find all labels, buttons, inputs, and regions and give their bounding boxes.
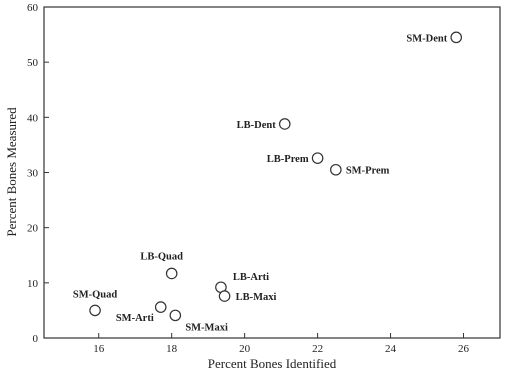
data-point-sm-maxi: [169, 309, 182, 322]
point-label: SM-Quad: [73, 289, 118, 300]
data-point-sm-arti: [154, 301, 167, 313]
point-label: SM-Maxi: [185, 322, 228, 333]
y-tick-label: 30: [27, 168, 39, 180]
y-axis: 0 10 20 30 40 50 60: [27, 2, 49, 345]
x-tick-label: 26: [458, 343, 470, 355]
y-tick-label: 10: [27, 278, 39, 290]
data-point-sm-prem: [330, 163, 342, 176]
y-tick-label: 0: [33, 333, 39, 345]
point-label: LB-Arti: [233, 272, 269, 283]
x-axis-title: Percent Bones Identified: [208, 356, 337, 371]
point-label: SM-Dent: [406, 33, 447, 44]
data-point-lb-dent: [278, 118, 291, 130]
y-tick-label: 20: [27, 223, 39, 235]
x-tick-label: 16: [93, 343, 105, 355]
point-label: LB-Quad: [140, 251, 183, 262]
point-label: LB-Prem: [267, 154, 309, 165]
data-point-sm-quad: [89, 304, 101, 317]
y-tick-label: 40: [27, 112, 39, 124]
x-tick-label: 22: [312, 343, 323, 355]
x-axis: 16 18 20 22 24 26: [93, 333, 470, 355]
data-point-lb-maxi: [218, 290, 231, 302]
data-points: SM-Dent LB-Dent LB-Prem SM-Prem LB-Quad LB-Ar…: [73, 31, 463, 333]
data-point-sm-dent: [450, 31, 463, 44]
point-label: SM-Prem: [346, 166, 390, 177]
plot-frame: [43, 6, 501, 339]
x-tick-label: 20: [239, 343, 251, 355]
point-label: LB-Dent: [237, 120, 277, 131]
point-label: SM-Arti: [116, 313, 154, 324]
data-point-lb-prem: [311, 152, 324, 164]
x-tick-label: 18: [166, 343, 178, 355]
y-axis-title: Percent Bones Measured: [4, 107, 19, 237]
data-point-lb-quad: [165, 267, 178, 280]
y-tick-label: 50: [27, 57, 39, 69]
y-tick-label: 60: [27, 2, 39, 14]
x-tick-label: 24: [385, 343, 397, 355]
point-label: LB-Maxi: [236, 292, 277, 303]
